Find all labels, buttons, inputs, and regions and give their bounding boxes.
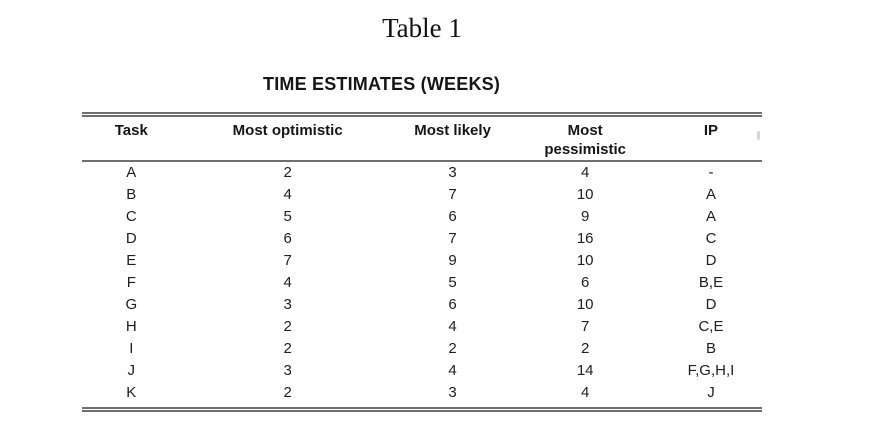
header-row: Task Most optimistic Most likely Most pe…	[82, 115, 762, 161]
cell-most-optimistic: 3	[283, 295, 292, 313]
cell-most-pessimistic: 16	[576, 229, 594, 247]
table-row: E 7 9 10 D	[82, 250, 762, 272]
cell-ip: D	[705, 251, 717, 269]
col-header-ip-label: IP	[703, 122, 719, 139]
cell-most-optimistic: 6	[283, 229, 292, 247]
cell-most-pessimistic: 9	[581, 207, 590, 225]
cell-most-pessimistic: 2	[581, 339, 590, 357]
cell-most-pessimistic: 14	[576, 361, 594, 379]
cell-most-optimistic: 4	[283, 273, 292, 291]
cell-most-likely: 6	[448, 295, 457, 313]
cell-task: K	[126, 383, 137, 401]
table-row: I 2 2 2 B	[82, 338, 762, 360]
cell-most-likely: 5	[448, 273, 457, 291]
table-row: G 3 6 10 D	[82, 294, 762, 316]
col-header-most-likely: Most likely	[395, 115, 511, 161]
table-row: F 4 5 6 B,E	[82, 272, 762, 294]
table-header: Task Most optimistic Most likely Most pe…	[82, 115, 762, 161]
cell-most-optimistic: 4	[283, 185, 292, 203]
cell-most-optimistic: 2	[283, 339, 292, 357]
cell-most-pessimistic: 4	[581, 163, 590, 181]
cell-task: J	[127, 361, 136, 379]
cell-most-optimistic: 5	[283, 207, 292, 225]
table-row: H 2 4 7 C,E	[82, 316, 762, 338]
cell-most-pessimistic: 10	[576, 251, 594, 269]
time-estimates-table: Task Most optimistic Most likely Most pe…	[82, 112, 762, 412]
col-header-most-pessimistic-label: Most pessimistic	[544, 122, 627, 158]
cell-most-optimistic: 2	[283, 163, 292, 181]
table-caption: TIME ESTIMATES (WEEKS)	[263, 74, 501, 94]
cell-most-optimistic: 7	[283, 251, 292, 269]
col-header-most-optimistic-label: Most optimistic	[232, 122, 343, 139]
cell-most-likely: 4	[448, 361, 457, 379]
table-body: A 2 3 4 - B 4 7 10 A C 5 6 9 A D 6 7 16 …	[82, 161, 762, 410]
cell-ip: J	[707, 383, 715, 401]
cell-task: H	[125, 317, 137, 335]
cell-most-likely: 9	[448, 251, 457, 269]
table-row: C 5 6 9 A	[82, 206, 762, 228]
table-row: D 6 7 16 C	[82, 228, 762, 250]
cell-most-pessimistic: 10	[576, 185, 594, 203]
cell-task: B	[126, 185, 137, 203]
cell-ip: D	[705, 295, 717, 313]
cell-most-pessimistic: 10	[576, 295, 594, 313]
page-title: Table 1	[382, 13, 462, 43]
cell-task: F	[126, 273, 136, 291]
cell-ip: B,E	[698, 273, 724, 291]
cell-most-pessimistic: 7	[581, 317, 590, 335]
cell-most-pessimistic: 6	[581, 273, 590, 291]
cell-ip: -	[708, 163, 714, 181]
col-header-most-pessimistic: Most pessimistic	[510, 115, 660, 161]
table-row: B 4 7 10 A	[82, 184, 762, 206]
col-header-most-optimistic: Most optimistic	[181, 115, 395, 161]
cell-ip: A	[705, 207, 716, 225]
table-row: A 2 3 4 -	[82, 161, 762, 184]
cell-ip: F,G,H,I	[687, 361, 735, 379]
cell-task: I	[129, 339, 134, 357]
col-header-ip: IP	[660, 115, 762, 161]
col-header-task-label: Task	[114, 122, 148, 139]
cell-ip: B	[705, 339, 716, 357]
cell-task: C	[125, 207, 137, 225]
cell-most-likely: 4	[448, 317, 457, 335]
cell-ip: C	[705, 229, 717, 247]
cell-most-optimistic: 2	[283, 317, 292, 335]
cell-most-likely: 3	[448, 163, 457, 181]
cell-task: A	[126, 163, 137, 181]
cell-most-pessimistic: 4	[581, 383, 590, 401]
table-row: J 3 4 14 F,G,H,I	[82, 360, 762, 382]
cell-most-likely: 2	[448, 339, 457, 357]
cell-most-likely: 7	[448, 185, 457, 203]
table-row: K 2 3 4 J	[82, 382, 762, 410]
cell-task: D	[125, 229, 137, 247]
cell-most-likely: 6	[448, 207, 457, 225]
cell-most-likely: 3	[448, 383, 457, 401]
cell-task: E	[126, 251, 137, 269]
cell-ip: A	[705, 185, 716, 203]
edge-artifact-mark	[757, 131, 760, 140]
col-header-task: Task	[82, 115, 181, 161]
col-header-most-likely-label: Most likely	[414, 122, 491, 139]
cell-most-optimistic: 2	[283, 383, 292, 401]
cell-most-likely: 7	[448, 229, 457, 247]
cell-ip: C,E	[698, 317, 724, 335]
cell-task: G	[125, 295, 138, 313]
cell-most-optimistic: 3	[283, 361, 292, 379]
